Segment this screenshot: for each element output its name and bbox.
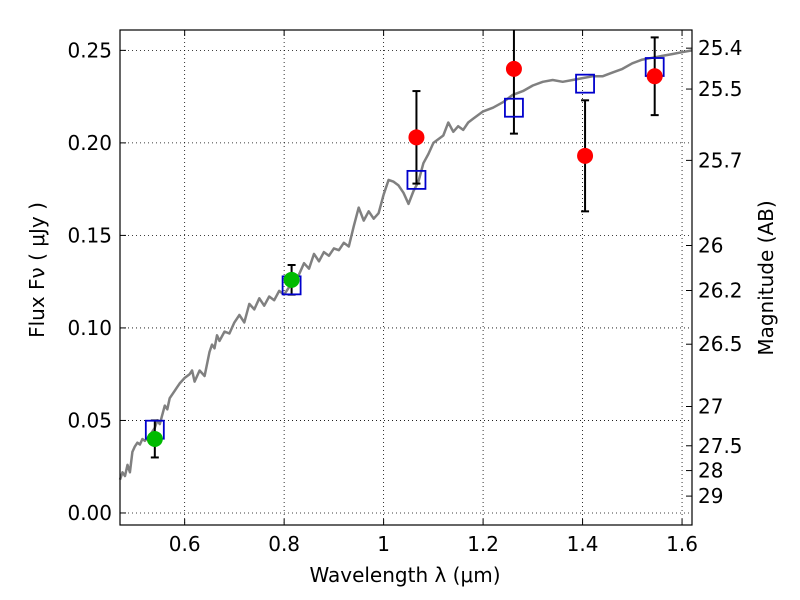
y-tick-label: 0.05 [67,408,112,432]
x-tick-label: 0.6 [169,532,201,556]
model-band-square [504,97,524,118]
magnitude-tick-label: 26.5 [698,332,743,356]
y-axis-label: Flux Fν ( μJy ) [25,202,49,338]
y-tick-label: 0.00 [67,501,112,525]
nir-detection-point [646,68,663,85]
magnitude-axis-label: Magnitude (AB) [754,200,778,355]
y-axis-ticks: 0.00 0.05 0.10 0.15 0.20 0.25 [67,38,126,525]
magnitude-tick-label: 25.7 [698,148,743,172]
magnitude-tick-label: 25.5 [698,77,743,101]
nir-detection-point [577,147,594,164]
y-tick-label: 0.15 [67,223,112,247]
x-axis-label: Wavelength λ (μm) [309,563,500,587]
magnitude-tick-label: 26 [698,233,723,257]
plot-frame [119,29,693,526]
x-tick-label: 1.4 [567,532,599,556]
x-tick-label: 0.8 [268,532,300,556]
x-tick-label: 1.2 [467,532,499,556]
grid [120,30,692,525]
model-band-square [575,73,595,94]
magnitude-tick-label: 29 [698,484,723,508]
nir-detection-point [505,60,522,77]
magnitude-tick-label: 26.2 [698,278,743,302]
x-tick-label: 1.6 [666,532,698,556]
magnitude-tick-label: 27 [698,394,723,418]
x-axis-ticks: 0.6 0.8 1 1.2 1.4 1.6 [169,30,698,556]
nir-detection-point [408,129,425,146]
observed-photometry-markers [146,60,663,447]
magnitude-tick-label: 25.4 [698,36,743,60]
y-tick-label: 0.25 [67,38,112,62]
magnitude-tick-label: 28 [698,459,723,483]
y-tick-label: 0.10 [67,316,112,340]
magnitude-tick-label: 27.5 [698,434,743,458]
model-spectrum-line [118,49,693,481]
optical-detection-point [283,271,300,288]
model-band-square [406,169,427,190]
optical-detection-point [146,430,163,447]
model-spectrum [118,49,693,481]
y-tick-label: 0.20 [67,131,112,155]
x-tick-label: 1 [377,532,390,556]
